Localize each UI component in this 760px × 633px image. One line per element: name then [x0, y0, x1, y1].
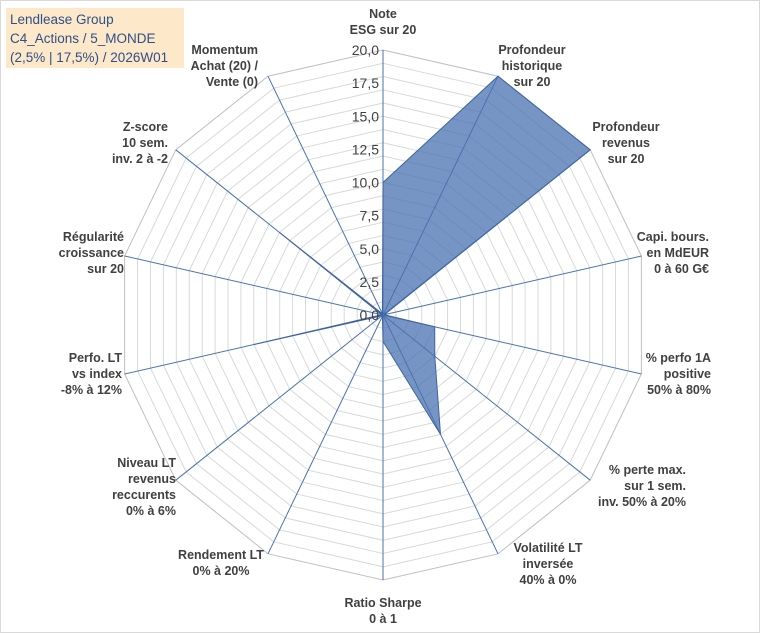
axis-label: Profondeur revenus sur 20: [592, 120, 659, 166]
tick-label: 17,5: [352, 75, 379, 91]
axis-label: Momentum Achat (20) / Vente (0): [191, 43, 259, 89]
axis-label: Note ESG sur 20: [350, 7, 417, 37]
radar-axis-labels: Note ESG sur 20 Profondeur historique sur 20…: [59, 7, 711, 626]
axis-label: Régularité croissance sur 20: [59, 230, 124, 276]
radar-series: [253, 75, 592, 435]
axis-spoke: [124, 255, 384, 316]
tick-label: 5,0: [360, 241, 380, 257]
axis-label: Rendement LT 0% à 20%: [178, 548, 264, 578]
series-area: [253, 75, 592, 435]
tick-label: 12,5: [352, 141, 379, 157]
axis-spoke: [267, 314, 384, 555]
chart-title-line: Lendlease Group: [10, 12, 114, 27]
tick-label: 0,0: [360, 307, 380, 323]
chart-title-line: (2,5% | 17,5%) / 2026W01: [10, 50, 169, 65]
axis-spoke: [382, 255, 642, 316]
chart-title-box: Lendlease Group C4_Actions / 5_MONDE (2,…: [6, 8, 184, 68]
axis-label: Profondeur historique sur 20: [498, 43, 565, 89]
axis-label: Z-score 10 sem. inv. 2 à -2: [112, 120, 168, 166]
chart-title-line: C4_Actions / 5_MONDE: [10, 31, 156, 46]
radar-tick-labels: 0,0 2,5 5,0 7,5 10,0 12,5 15,0 17,5 20,0: [352, 42, 379, 323]
tick-label: 7,5: [360, 208, 380, 224]
axis-spoke: [175, 314, 384, 481]
axis-label: Ratio Sharpe 0 à 1: [344, 596, 421, 626]
axis-label: Perfo. LT vs index -8% à 12%: [61, 351, 123, 397]
axis-spoke: [267, 75, 384, 316]
axis-label: Volatilité LT inversée 40% à 0%: [514, 541, 583, 587]
axis-label: % perfo 1A positive 50% à 80%: [646, 351, 711, 397]
tick-label: 20,0: [352, 42, 379, 58]
axis-label: % perte max. sur 1 sem. inv. 50% à 20%: [598, 463, 686, 509]
axis-label: Niveau LT revenus reccurents 0% à 6%: [112, 456, 176, 518]
tick-label: 15,0: [352, 108, 379, 124]
axis-label: Capi. bours. en MdEUR 0 à 60 G€: [637, 230, 709, 276]
tick-label: 2,5: [360, 274, 380, 290]
tick-label: 10,0: [352, 175, 379, 191]
